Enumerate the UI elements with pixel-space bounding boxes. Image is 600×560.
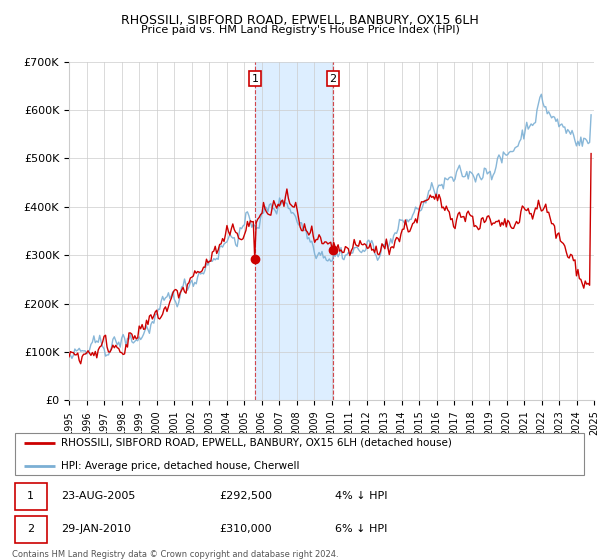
FancyBboxPatch shape bbox=[15, 433, 584, 475]
Text: HPI: Average price, detached house, Cherwell: HPI: Average price, detached house, Cher… bbox=[61, 461, 299, 470]
Text: RHOSSILI, SIBFORD ROAD, EPWELL, BANBURY, OX15 6LH (detached house): RHOSSILI, SIBFORD ROAD, EPWELL, BANBURY,… bbox=[61, 438, 452, 447]
Text: 23-AUG-2005: 23-AUG-2005 bbox=[61, 491, 136, 501]
Text: £292,500: £292,500 bbox=[220, 491, 272, 501]
Text: 1: 1 bbox=[27, 491, 34, 501]
Text: Contains HM Land Registry data © Crown copyright and database right 2024.
This d: Contains HM Land Registry data © Crown c… bbox=[12, 550, 338, 560]
FancyBboxPatch shape bbox=[15, 483, 47, 510]
Text: 2: 2 bbox=[329, 73, 337, 83]
Text: Price paid vs. HM Land Registry's House Price Index (HPI): Price paid vs. HM Land Registry's House … bbox=[140, 25, 460, 35]
Text: 4% ↓ HPI: 4% ↓ HPI bbox=[335, 491, 387, 501]
Text: £310,000: £310,000 bbox=[220, 524, 272, 534]
Text: 29-JAN-2010: 29-JAN-2010 bbox=[61, 524, 131, 534]
FancyBboxPatch shape bbox=[15, 516, 47, 543]
Text: 2: 2 bbox=[27, 524, 34, 534]
Text: 6% ↓ HPI: 6% ↓ HPI bbox=[335, 524, 387, 534]
Text: 1: 1 bbox=[252, 73, 259, 83]
Bar bbox=[255, 62, 333, 400]
Text: RHOSSILI, SIBFORD ROAD, EPWELL, BANBURY, OX15 6LH: RHOSSILI, SIBFORD ROAD, EPWELL, BANBURY,… bbox=[121, 14, 479, 27]
